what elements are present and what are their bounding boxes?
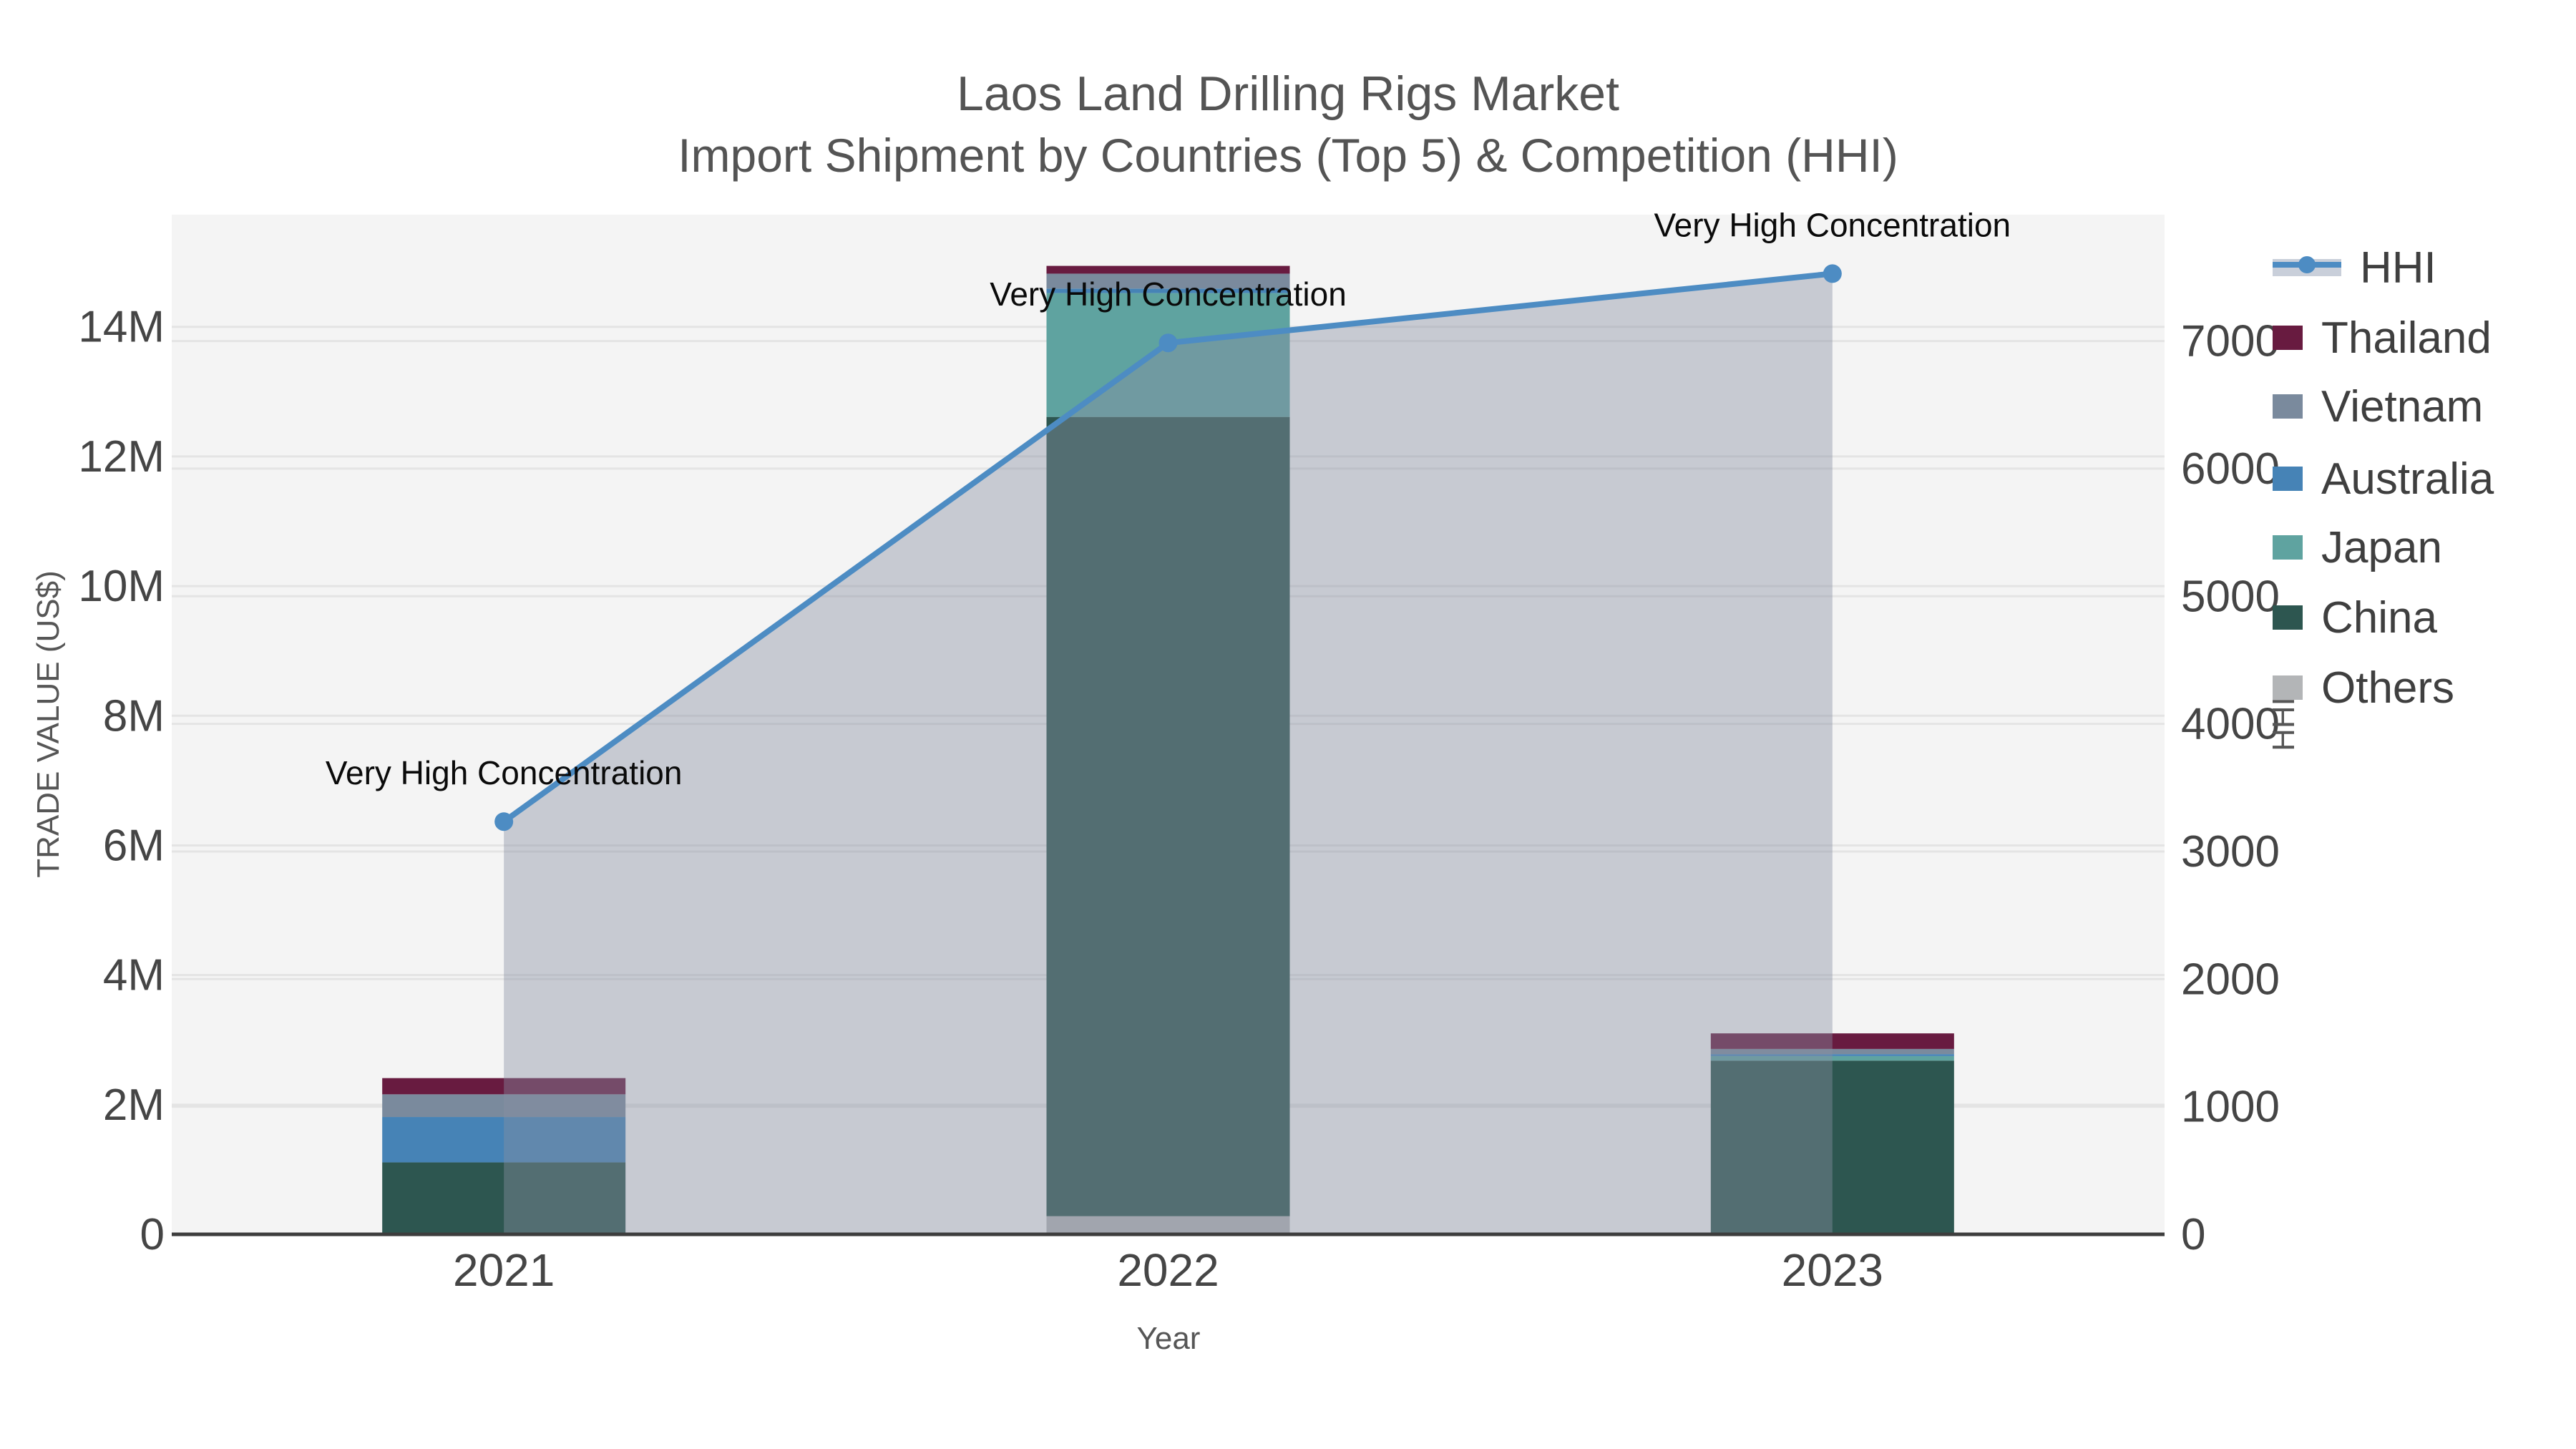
bar-china-2022[interactable] [1046,416,1290,1216]
legend-label-hhi: HHI [2360,243,2436,293]
hhi-legend-glyph [2273,256,2341,276]
legend-swatch-vietnam [2273,394,2303,419]
bar-china-2023[interactable] [1710,1060,1954,1234]
hhi-point-2023[interactable] [1823,264,1842,283]
legend-label-australia: Australia [2321,454,2494,504]
hhi-point-2022[interactable] [1158,333,1178,353]
legend-item-australia[interactable]: Australia [2273,444,2494,513]
bar-australia-2021[interactable] [382,1117,626,1163]
legend-item-hhi[interactable]: HHI [2273,233,2436,302]
chart-title: Laos Land Drilling Rigs Market Import Sh… [0,63,2576,186]
bar-australia-2022[interactable] [1046,288,1290,293]
y-left-tick-label: 6M [103,821,165,870]
x-axis-title: Year [1137,1321,1201,1356]
legend-item-thailand[interactable]: Thailand [2273,303,2492,372]
legend-item-japan[interactable]: Japan [2273,513,2442,582]
legend-item-vietnam[interactable]: Vietnam [2273,372,2483,441]
x-tick-label-2023: 2023 [1782,1244,1883,1296]
legend-item-china[interactable]: China [2273,583,2437,652]
y-right-tick-label: 4000 [2181,700,2280,749]
bar-china-2021[interactable] [382,1162,626,1234]
y-right-tick-label: 1000 [2181,1083,2280,1132]
y-right-tick-label: 5000 [2181,572,2280,621]
y-right-axis-title: HHI [2266,697,2301,751]
legend-label-thailand: Thailand [2321,313,2492,363]
bar-others-2022[interactable] [1046,1216,1290,1234]
legend-swatch-china [2273,605,2303,630]
legend-label-others: Others [2321,663,2455,713]
y-right-tick-label: 6000 [2181,444,2280,494]
legend-label-japan: Japan [2321,522,2442,572]
bar-japan-2023[interactable] [1710,1055,1954,1061]
bar-vietnam-2021[interactable] [382,1094,626,1118]
chart-title-line2: Import Shipment by Countries (Top 5) & C… [678,129,1898,182]
bar-thailand-2021[interactable] [382,1078,626,1095]
y-right-tick-label: 2000 [2181,955,2280,1004]
bar-vietnam-2022[interactable] [1046,273,1290,289]
y-right-tick-label: 3000 [2181,827,2280,877]
bar-thailand-2023[interactable] [1710,1033,1954,1049]
y-left-tick-label: 0 [140,1210,165,1259]
annotation-2022: Very High Concentration [990,275,1347,313]
bar-vietnam-2023[interactable] [1710,1048,1954,1055]
chart-title-line1: Laos Land Drilling Rigs Market [957,67,1619,121]
legend-swatch-others [2273,675,2303,700]
legend-label-vietnam: Vietnam [2321,381,2484,431]
bar-thailand-2022[interactable] [1046,265,1290,274]
annotation-2023: Very High Concentration [1654,206,2011,243]
legend-swatch-australia [2273,467,2303,491]
y-right-tick-label: 7000 [2181,317,2280,366]
legend-label-china: China [2321,592,2437,643]
x-tick-label-2021: 2021 [453,1244,555,1296]
y-left-tick-label: 12M [78,432,165,482]
hhi-area [504,273,1833,1235]
legend-swatch-japan [2273,535,2303,560]
y-left-tick-label: 14M [78,303,165,352]
y-left-tick-label: 8M [103,691,165,741]
y-left-tick-label: 2M [103,1080,165,1130]
legend-swatch-thailand [2273,326,2303,350]
y-right-tick-label: 0 [2181,1210,2205,1259]
y-left-tick-label: 4M [103,951,165,1000]
hhi-point-2021[interactable] [494,812,514,831]
legend-item-others[interactable]: Others [2273,653,2454,722]
bar-japan-2022[interactable] [1046,293,1290,417]
bar-australia-2023[interactable] [1710,1054,1954,1056]
y-left-tick-label: 10M [78,562,165,611]
x-tick-label-2022: 2022 [1117,1244,1219,1296]
y-left-axis-title: TRADE VALUE (US$) [31,570,66,878]
annotation-2021: Very High Concentration [326,754,683,791]
